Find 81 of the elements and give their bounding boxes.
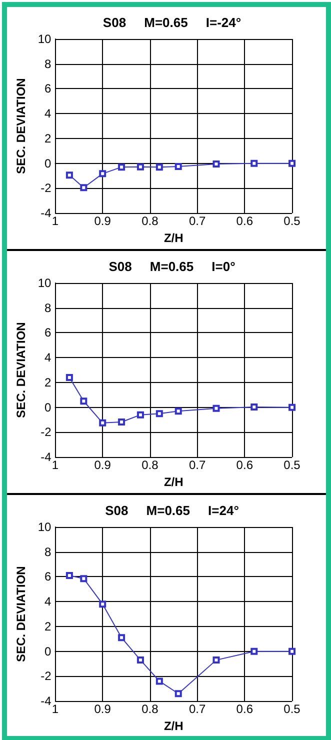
point — [288, 404, 296, 411]
x-tick-label: 0.6 — [236, 458, 254, 472]
y-tick-label: 10 — [38, 276, 52, 290]
point — [250, 648, 258, 655]
x-tick-label: 0.9 — [94, 214, 112, 228]
y-tick-label: 6 — [44, 570, 52, 584]
y-tick-label: 8 — [44, 300, 52, 315]
point — [250, 160, 258, 167]
chart-title: S08 M=0.65 I=-24° — [102, 15, 242, 30]
point — [136, 163, 144, 170]
x-tick-label: 0.7 — [188, 214, 206, 228]
point — [66, 374, 73, 382]
y-tick-label: 0 — [44, 156, 52, 170]
x-tick-label: 0.7 — [188, 702, 206, 716]
x-tick-label: 0.9 — [94, 702, 112, 716]
point — [212, 160, 220, 168]
y-axis-title: SEC. DEVIATION — [14, 322, 28, 418]
y-tick-label: 6 — [44, 82, 52, 96]
y-tick-label: 2 — [44, 619, 52, 634]
y-tick-label: -2 — [40, 669, 52, 684]
x-tick-label: 0.5 — [284, 458, 301, 472]
x-tick-label: 1 — [52, 702, 59, 716]
x-tick-label: 0.9 — [94, 458, 112, 472]
point — [136, 656, 144, 664]
y-axis-title: SEC. DEVIATION — [14, 566, 28, 662]
y-tick-label: 4 — [44, 350, 52, 365]
x-tick-label: 0.7 — [188, 458, 206, 472]
x-axis-title: Z/H — [164, 231, 184, 245]
y-tick-label: 2 — [44, 131, 52, 146]
y-tick-label: -2 — [40, 425, 52, 440]
y-tick-label: -4 — [40, 450, 52, 464]
point — [212, 656, 220, 664]
y-axis-title: SEC. DEVIATION — [14, 78, 28, 174]
point — [156, 678, 163, 685]
point — [174, 408, 182, 415]
point — [99, 600, 106, 608]
x-tick-label: 0.8 — [142, 458, 159, 472]
x-tick-label: 0.8 — [142, 702, 159, 716]
point — [118, 164, 126, 171]
chart-title: S08 M=0.65 I=0° — [108, 259, 236, 274]
y-tick-label: -2 — [40, 181, 52, 196]
point — [288, 648, 296, 655]
point — [80, 184, 88, 192]
y-tick-label: 4 — [44, 106, 52, 121]
point — [99, 170, 106, 178]
x-tick-label: 0.6 — [236, 214, 254, 228]
point — [118, 418, 126, 426]
point — [118, 634, 126, 642]
point — [136, 411, 144, 418]
point — [174, 162, 182, 170]
y-tick-label: 4 — [44, 594, 52, 609]
y-tick-label: 6 — [44, 326, 52, 340]
chart-title: S08 M=0.65 I=24° — [105, 503, 239, 518]
point — [174, 690, 182, 698]
x-tick-label: 1 — [52, 458, 59, 472]
point — [80, 398, 88, 405]
y-tick-label: 10 — [38, 520, 52, 534]
x-axis-title: Z/H — [164, 719, 184, 733]
point — [99, 419, 106, 426]
point — [66, 572, 73, 579]
y-tick-label: 10 — [38, 32, 52, 46]
y-tick-label: -4 — [40, 694, 52, 708]
y-tick-label: 8 — [44, 56, 52, 71]
point — [212, 404, 220, 412]
y-tick-label: -4 — [40, 206, 52, 220]
y-tick-label: 8 — [44, 544, 52, 559]
y-tick-label: 0 — [44, 644, 52, 658]
x-tick-label: 0.6 — [236, 702, 254, 716]
point — [66, 172, 73, 179]
x-tick-label: 0.8 — [142, 214, 159, 228]
x-axis-title: Z/H — [164, 475, 184, 489]
point — [80, 575, 88, 582]
point — [288, 160, 296, 167]
point — [156, 164, 163, 171]
y-tick-label: 0 — [44, 400, 52, 414]
x-tick-label: 1 — [52, 214, 59, 228]
x-tick-label: 0.5 — [284, 702, 301, 716]
x-tick-label: 0.5 — [284, 214, 301, 228]
point — [156, 410, 163, 418]
point — [250, 403, 258, 410]
y-tick-label: 2 — [44, 375, 52, 390]
